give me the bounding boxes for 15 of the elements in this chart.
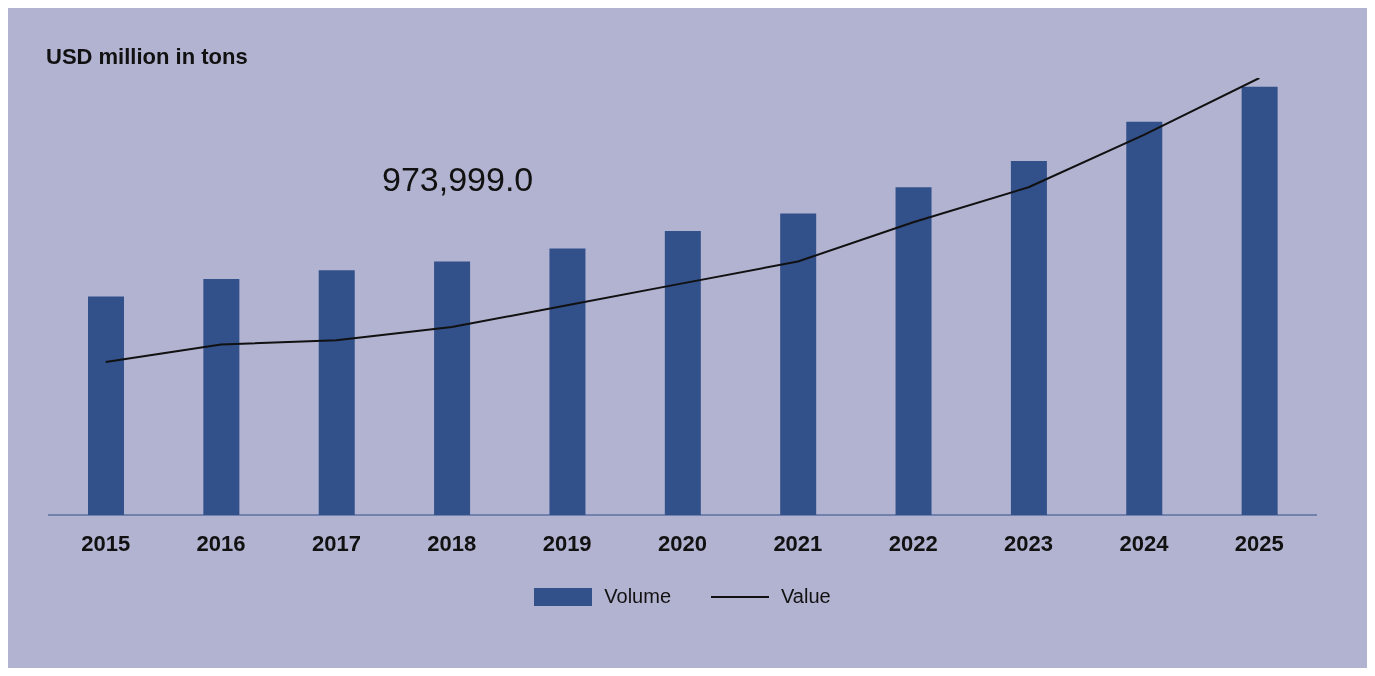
x-tick-label: 2023 bbox=[1004, 530, 1054, 556]
chart-title: USD million in tons bbox=[46, 44, 248, 70]
legend-label: Value bbox=[781, 585, 831, 608]
x-tick-label: 2020 bbox=[658, 530, 707, 556]
x-tick-label: 2016 bbox=[196, 530, 246, 556]
x-tick-label: 2021 bbox=[773, 530, 823, 556]
legend-label: Volume bbox=[604, 585, 672, 608]
x-tick-label: 2019 bbox=[542, 530, 592, 556]
x-tick-label: 2017 bbox=[311, 530, 361, 556]
x-tick-label: 2024 bbox=[1119, 530, 1170, 556]
x-tick-label: 2015 bbox=[81, 530, 131, 556]
x-tick-label: 2025 bbox=[1234, 530, 1284, 556]
annotation: 973,999.0 bbox=[382, 160, 534, 199]
x-tick-label: 2018 bbox=[427, 530, 477, 556]
x-tick-label: 2022 bbox=[888, 530, 938, 556]
